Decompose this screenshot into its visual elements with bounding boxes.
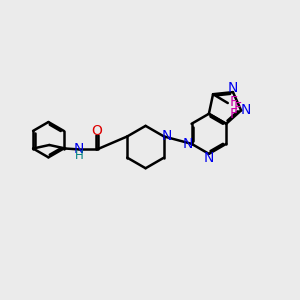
Text: N: N: [162, 129, 172, 143]
Text: N: N: [182, 137, 193, 151]
Text: H: H: [74, 149, 83, 162]
Text: N: N: [240, 103, 251, 117]
Text: O: O: [92, 124, 102, 138]
Text: N: N: [203, 151, 214, 165]
Text: F: F: [230, 107, 237, 121]
Text: F: F: [234, 101, 242, 115]
Text: N: N: [228, 81, 238, 95]
Text: F: F: [230, 94, 238, 109]
Text: N: N: [74, 142, 84, 156]
